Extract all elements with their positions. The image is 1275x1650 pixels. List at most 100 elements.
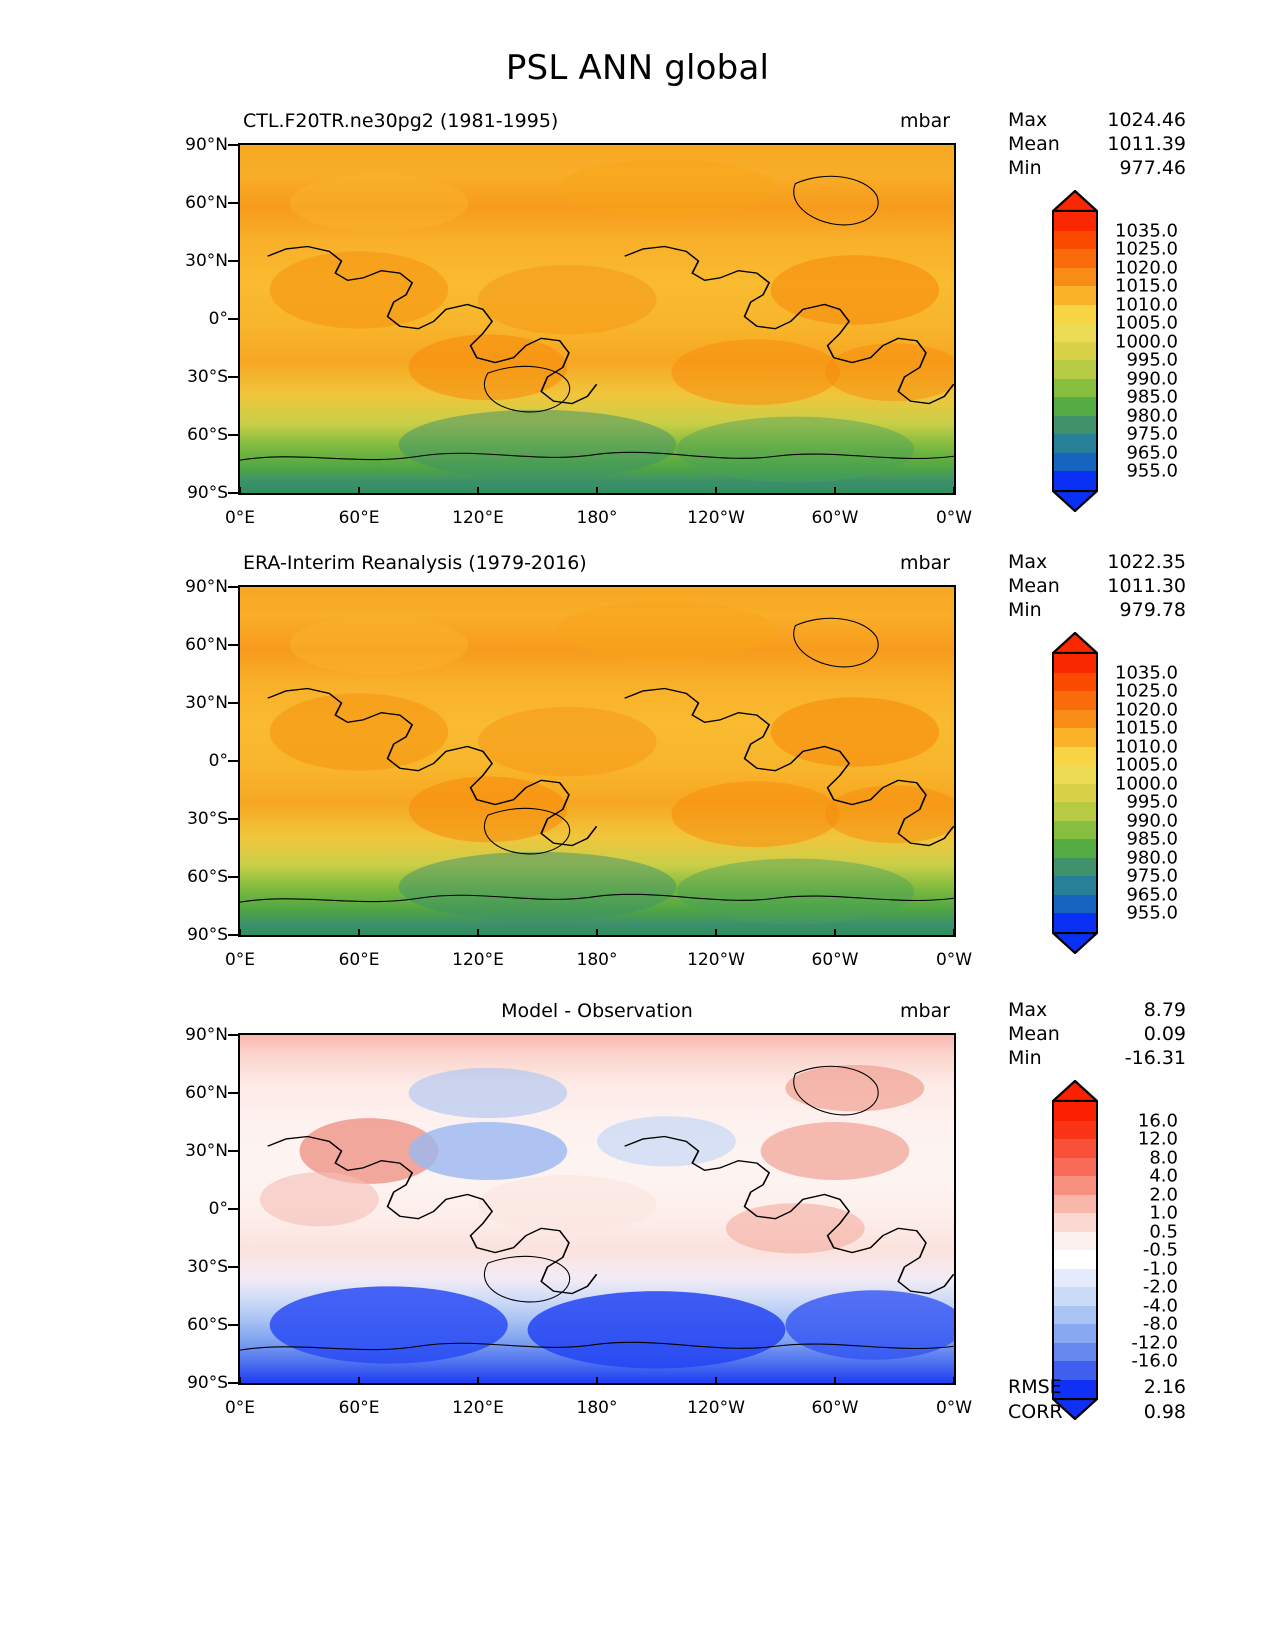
- stat-key: Min: [1008, 599, 1042, 621]
- colorbar-segment: [1052, 894, 1098, 913]
- colorbar-segment: [1052, 304, 1098, 323]
- colorbar-segment: [1052, 783, 1098, 802]
- y-tick-label: 90°N: [185, 577, 228, 597]
- colorbar-tick-label: 0.5: [1149, 1221, 1178, 1242]
- x-tick-label: 60°W: [811, 1398, 859, 1418]
- colorbar-tick-label: 1015.0: [1115, 717, 1178, 739]
- x-tick-label: 0°E: [224, 1398, 256, 1418]
- stat-value: 8.79: [1143, 999, 1186, 1021]
- x-tick-label: 180°: [576, 1398, 618, 1418]
- colorbar-tick-label: 1000.0: [1115, 773, 1178, 794]
- colorbar-segment: [1052, 672, 1098, 691]
- colorbar-segment: [1052, 378, 1098, 397]
- x-tick-label: 60°W: [811, 950, 859, 970]
- y-tick-mark: [228, 586, 238, 588]
- colorbar-tick-label: -1.0: [1142, 1258, 1178, 1279]
- panel-units: mbar: [900, 552, 951, 574]
- colorbar-segment: [1052, 654, 1098, 673]
- x-tick-label: 120°E: [452, 508, 504, 528]
- stat-value: 1011.30: [1107, 575, 1186, 597]
- colorbar-segment: [1052, 1102, 1098, 1121]
- y-tick-label: 30°N: [185, 1141, 228, 1161]
- map-plot-area[interactable]: [238, 1033, 956, 1385]
- colorbar-segment: [1052, 1139, 1098, 1158]
- colorbar-segment: [1052, 1213, 1098, 1232]
- x-tick-mark: [596, 929, 598, 937]
- x-tick-label: 120°W: [687, 508, 745, 528]
- x-tick-mark: [358, 487, 360, 495]
- colorbar-tick-label: 1035.0: [1115, 220, 1178, 241]
- colorbar-extend-bottom-icon: [1052, 489, 1098, 512]
- y-tick-mark: [228, 1266, 238, 1268]
- colorbar-tick-label: -0.5: [1142, 1239, 1178, 1261]
- colorbar-tick-label: 1025.0: [1115, 680, 1178, 702]
- colorbar-body: [1052, 632, 1098, 954]
- metric-key: CORR: [1008, 1401, 1063, 1423]
- x-tick-label: 0°E: [224, 508, 256, 528]
- x-tick-label: 0°W: [935, 1398, 973, 1418]
- colorbar-tick-label: 8.0: [1149, 1147, 1178, 1168]
- colorbar-tick-label: -8.0: [1142, 1313, 1178, 1335]
- x-tick-label: 120°W: [687, 950, 745, 970]
- stat-value: 1011.39: [1107, 133, 1186, 155]
- y-tick-mark: [228, 1382, 238, 1384]
- metric-row: RMSE 2.16: [1008, 1375, 1188, 1400]
- y-tick-label: 30°S: [187, 1257, 228, 1277]
- y-tick-label: 90°S: [187, 483, 228, 503]
- colorbar-segment: [1052, 1120, 1098, 1139]
- stat-value: 0.09: [1143, 1023, 1186, 1045]
- colorbar-segment: [1052, 839, 1098, 858]
- stat-row: Min 977.46: [1008, 156, 1188, 180]
- colorbar-segment: [1052, 452, 1098, 471]
- colorbar-tick-label: 1020.0: [1115, 699, 1178, 720]
- stat-key: Min: [1008, 157, 1042, 179]
- colorbar-segment: [1052, 820, 1098, 839]
- y-tick-mark: [228, 1150, 238, 1152]
- map-plot-area[interactable]: [238, 143, 956, 495]
- x-tick-mark: [834, 1377, 836, 1385]
- colorbar-segment: [1052, 471, 1098, 490]
- x-tick-label: 60°E: [338, 508, 380, 528]
- colorbar-tick-label: 2.0: [1149, 1184, 1178, 1205]
- colorbar-diff[interactable]: 16.0 12.0 8.0 4.0 2.0 1.0 0.5 -0.5 -1.0 -2.0 -4.0-…: [1052, 1080, 1178, 1420]
- y-tick-mark: [228, 260, 238, 262]
- colorbar-body: [1052, 1080, 1098, 1420]
- colorbar-segment: [1052, 212, 1098, 231]
- colorbar-tick-label: 990.0: [1126, 368, 1178, 389]
- colorbar-segment: [1052, 1342, 1098, 1361]
- colorbar-body: [1052, 190, 1098, 512]
- x-tick-mark: [239, 929, 241, 937]
- x-tick-mark: [834, 929, 836, 937]
- colorbar-segment: [1052, 1305, 1098, 1324]
- panel-title: ERA-Interim Reanalysis (1979-2016): [243, 552, 587, 574]
- y-tick-mark: [228, 1092, 238, 1094]
- y-tick-mark: [228, 1324, 238, 1326]
- colorbar-main[interactable]: 1035.0 1025.0 1020.0 1015.0 1010.0 1005.0 1000…: [1052, 190, 1178, 512]
- y-tick-label: 60°N: [185, 635, 228, 655]
- colorbar-segment: [1052, 765, 1098, 784]
- stat-row: Max 1022.35: [1008, 550, 1188, 574]
- y-axis: 90°N 60°N 30°N 0° 30°S 60°S 90°S: [0, 1025, 238, 1393]
- stat-key: Max: [1008, 551, 1048, 573]
- map-field-difference: [240, 1035, 954, 1383]
- y-tick-label: 0°: [208, 751, 228, 771]
- map-plot-area[interactable]: [238, 585, 956, 937]
- stat-key: Max: [1008, 109, 1048, 131]
- figure-title: PSL ANN global: [505, 48, 770, 88]
- colorbar-segment: [1052, 1231, 1098, 1250]
- colorbar-segment: [1052, 802, 1098, 821]
- colorbar-tick-label: 990.0: [1126, 810, 1178, 831]
- colorbar-main[interactable]: 1035.0 1025.0 1020.0 1015.0 1010.0 1005.0 1000…: [1052, 632, 1178, 954]
- colorbar-tick-label: -4.0: [1142, 1295, 1178, 1316]
- colorbar-segment: [1052, 1194, 1098, 1213]
- colorbar-tick-label: 1.0: [1149, 1202, 1178, 1224]
- stat-row: Min 979.78: [1008, 598, 1188, 622]
- colorbar-segment: [1052, 1157, 1098, 1176]
- y-tick-mark: [228, 434, 238, 436]
- panel-units: mbar: [900, 1000, 951, 1022]
- stat-row: Mean 1011.30: [1008, 574, 1188, 598]
- map-field-test: [240, 145, 954, 493]
- colorbar-segment: [1052, 913, 1098, 932]
- y-tick-mark: [228, 760, 238, 762]
